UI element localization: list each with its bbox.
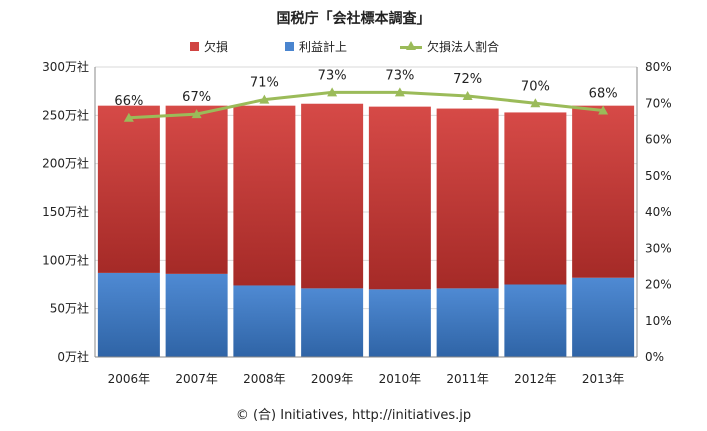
bars xyxy=(97,103,635,357)
x-tick-label: 2011年 xyxy=(446,372,489,386)
ratio-data-label: 66% xyxy=(114,94,143,109)
legend-marker-ratio-icon xyxy=(406,41,416,50)
bar-profit xyxy=(301,288,364,357)
bar-loss xyxy=(233,105,296,286)
bar-loss xyxy=(504,112,567,285)
y2-tick-label: 20% xyxy=(645,278,672,292)
y2-tick-label: 80% xyxy=(645,60,672,74)
y-tick-label: 50万社 xyxy=(50,301,89,316)
y2-tick-label: 70% xyxy=(645,96,672,110)
bar-loss xyxy=(165,105,228,274)
ratio-marker xyxy=(259,94,270,104)
legend-label-profit: 利益計上 xyxy=(299,40,348,54)
x-tick-label: 2013年 xyxy=(582,372,625,386)
legend-swatch-profit xyxy=(285,42,294,51)
x-tick-label: 2007年 xyxy=(175,372,218,386)
bar-loss xyxy=(97,105,160,273)
data-labels: 66% 67% 71% 73% 73% 72% 70% 68% xyxy=(114,68,617,108)
ratio-line xyxy=(123,87,609,122)
ratio-data-label: 67% xyxy=(182,90,211,105)
y2-tick-label: 30% xyxy=(645,241,672,255)
y2-tick-label: 0% xyxy=(645,350,664,364)
footer-credit: © (合) Initiatives, http://initiatives.jp xyxy=(235,408,472,423)
ratio-marker xyxy=(462,91,473,100)
x-tick-label: 2009年 xyxy=(311,372,354,386)
y2-tick-label: 10% xyxy=(645,314,672,328)
bar-profit xyxy=(504,284,567,357)
bar-loss xyxy=(301,103,364,289)
ratio-polyline xyxy=(128,90,604,120)
x-tick-label: 2012年 xyxy=(514,372,557,386)
chart-title: 国税庁「会社標本調査」 xyxy=(276,11,431,27)
ratio-data-label: 73% xyxy=(385,68,414,83)
ratio-data-label: 73% xyxy=(318,68,347,83)
y-tick-label: 0万社 xyxy=(57,349,89,364)
ratio-data-label: 71% xyxy=(250,76,279,91)
legend-label-loss: 欠損 xyxy=(204,40,229,54)
ratio-marker xyxy=(530,98,541,108)
y-tick-label: 250万社 xyxy=(42,107,89,122)
ratio-marker xyxy=(394,87,405,97)
bar-profit xyxy=(436,288,499,357)
legend-swatch-loss xyxy=(190,42,199,51)
ratio-data-label: 70% xyxy=(521,79,550,94)
bar-profit xyxy=(165,273,228,357)
ratio-marker xyxy=(123,112,134,122)
ratio-data-label: 68% xyxy=(589,87,618,102)
legend-label-ratio: 欠損法人割合 xyxy=(427,40,500,54)
y-tick-label: 100万社 xyxy=(42,252,89,267)
y2-tick-label: 60% xyxy=(645,133,672,147)
legend: 欠損 利益計上 欠損法人割合 xyxy=(0,38,707,56)
y2-tick-label: 50% xyxy=(645,169,672,183)
bar-loss xyxy=(368,106,431,290)
x-tick-label: 2010年 xyxy=(379,372,422,386)
ratio-marker xyxy=(598,105,609,115)
bar-loss xyxy=(436,108,499,289)
bar-profit xyxy=(97,272,160,357)
ratio-marker xyxy=(327,87,338,97)
bar-loss xyxy=(572,105,635,278)
y-tick-label: 300万社 xyxy=(42,59,89,74)
axes: 0万社 50万社 100万社 150万社 200万社 250万社 300万社 0% 10% 20%… xyxy=(42,59,672,386)
y2-tick-label: 40% xyxy=(645,205,672,219)
y-tick-label: 200万社 xyxy=(42,156,89,171)
x-tick-label: 2006年 xyxy=(108,372,151,386)
ratio-marker xyxy=(191,109,202,119)
x-tick-label: 2008年 xyxy=(243,372,286,386)
ratio-data-label: 72% xyxy=(453,72,482,87)
bar-profit xyxy=(572,277,635,357)
y-tick-label: 150万社 xyxy=(42,204,89,219)
bar-profit xyxy=(233,285,296,357)
bar-profit xyxy=(368,289,431,357)
